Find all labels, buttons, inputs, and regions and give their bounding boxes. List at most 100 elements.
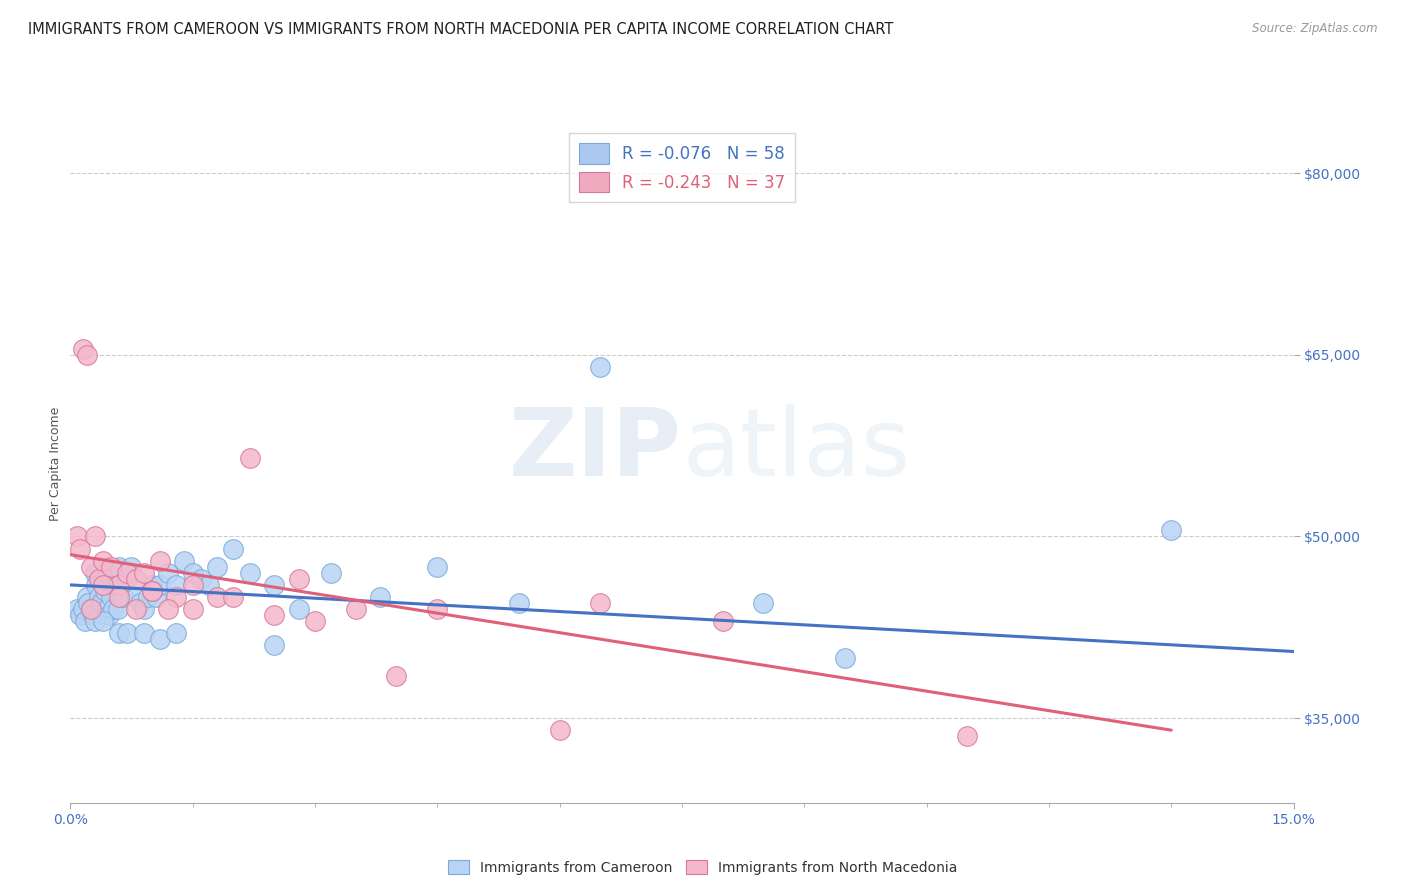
Point	[108, 578, 131, 592]
Point	[96, 602, 118, 616]
Point	[711, 614, 734, 628]
Point	[165, 626, 187, 640]
Point	[117, 626, 139, 640]
Point	[117, 566, 139, 580]
Point	[79, 559, 103, 574]
Point	[956, 729, 979, 743]
Point	[287, 602, 309, 616]
Point	[222, 541, 245, 556]
Point	[117, 572, 139, 586]
Point	[124, 572, 146, 586]
Point	[108, 626, 131, 640]
Text: ZIP: ZIP	[509, 404, 682, 496]
Point	[321, 566, 343, 580]
Point	[181, 578, 204, 592]
Point	[181, 566, 204, 580]
Point	[83, 566, 105, 580]
Point	[83, 614, 105, 628]
Point	[104, 578, 127, 592]
Point	[108, 559, 131, 574]
Point	[426, 559, 449, 574]
Point	[69, 608, 91, 623]
Point	[66, 529, 89, 543]
Point	[190, 572, 212, 586]
Point	[132, 626, 155, 640]
Point	[834, 650, 856, 665]
Point	[287, 572, 309, 586]
Point	[263, 578, 285, 592]
Point	[100, 559, 122, 574]
Point	[385, 669, 408, 683]
Point	[205, 559, 228, 574]
Point	[304, 614, 326, 628]
Point	[136, 590, 159, 604]
Point	[508, 596, 530, 610]
Point	[91, 572, 114, 586]
Point	[263, 608, 285, 623]
Point	[263, 639, 285, 653]
Point	[79, 602, 103, 616]
Text: Source: ZipAtlas.com: Source: ZipAtlas.com	[1253, 22, 1378, 36]
Point	[239, 566, 262, 580]
Point	[157, 602, 180, 616]
Point	[90, 596, 112, 610]
Point	[107, 602, 129, 616]
Legend: Immigrants from Cameroon, Immigrants from North Macedonia: Immigrants from Cameroon, Immigrants fro…	[443, 855, 963, 880]
Text: IMMIGRANTS FROM CAMEROON VS IMMIGRANTS FROM NORTH MACEDONIA PER CAPITA INCOME CO: IMMIGRANTS FROM CAMEROON VS IMMIGRANTS F…	[28, 22, 893, 37]
Legend: R = -0.076   N = 58, R = -0.243   N = 37: R = -0.076 N = 58, R = -0.243 N = 37	[568, 133, 796, 202]
Point	[141, 584, 163, 599]
Point	[76, 590, 98, 604]
Point	[205, 590, 228, 604]
Point	[132, 566, 155, 580]
Point	[124, 602, 146, 616]
Point	[72, 342, 94, 356]
Point	[73, 614, 96, 628]
Point	[66, 602, 89, 616]
Point	[87, 590, 110, 604]
Point	[77, 596, 100, 610]
Point	[83, 529, 105, 543]
Point	[87, 572, 110, 586]
Point	[112, 590, 135, 604]
Y-axis label: Per Capita Income: Per Capita Income	[49, 407, 62, 521]
Point	[589, 596, 612, 610]
Point	[145, 590, 167, 604]
Point	[368, 590, 391, 604]
Point	[1160, 524, 1182, 538]
Point	[108, 590, 131, 604]
Point	[157, 566, 180, 580]
Point	[344, 602, 367, 616]
Point	[69, 541, 91, 556]
Point	[91, 614, 114, 628]
Point	[173, 554, 195, 568]
Point	[141, 584, 163, 599]
Point	[101, 602, 124, 616]
Point	[100, 590, 122, 604]
Point	[72, 602, 94, 616]
Point	[752, 596, 775, 610]
Point	[79, 602, 103, 616]
Point	[121, 559, 143, 574]
Point	[149, 554, 172, 568]
Point	[132, 602, 155, 616]
Point	[548, 723, 571, 738]
Point	[181, 602, 204, 616]
Text: atlas: atlas	[682, 404, 910, 496]
Point	[82, 608, 104, 623]
Point	[86, 578, 108, 592]
Point	[222, 590, 245, 604]
Point	[91, 578, 114, 592]
Point	[128, 596, 150, 610]
Point	[98, 608, 121, 623]
Point	[426, 602, 449, 616]
Point	[124, 590, 146, 604]
Point	[239, 450, 262, 465]
Point	[165, 578, 187, 592]
Point	[76, 348, 98, 362]
Point	[149, 578, 172, 592]
Point	[149, 632, 172, 647]
Point	[141, 578, 163, 592]
Point	[91, 554, 114, 568]
Point	[589, 359, 612, 374]
Point	[198, 578, 221, 592]
